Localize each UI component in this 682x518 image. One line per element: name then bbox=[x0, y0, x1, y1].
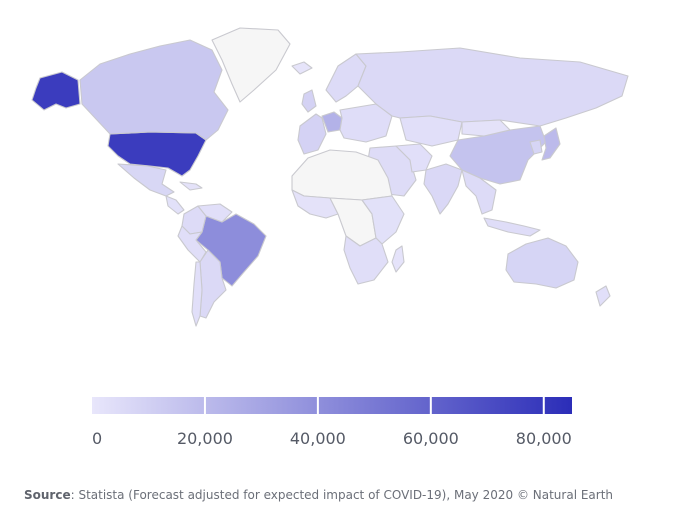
color-legend: 0 20,000 40,000 60,000 80,000 bbox=[92, 397, 572, 448]
region-southeast-asia[interactable] bbox=[461, 169, 497, 215]
source-label: Source bbox=[24, 488, 71, 502]
legend-tick-label: 80,000 bbox=[516, 429, 572, 448]
region-canada[interactable] bbox=[79, 39, 229, 141]
source-note: Source: Statista (Forecast adjusted for … bbox=[24, 488, 682, 502]
region-chile[interactable] bbox=[191, 261, 203, 327]
legend-ticks: 0 20,000 40,000 60,000 80,000 bbox=[92, 397, 572, 448]
region-central-america[interactable] bbox=[165, 195, 185, 215]
region-madagascar[interactable] bbox=[391, 245, 405, 273]
region-east-africa[interactable] bbox=[361, 195, 405, 245]
legend-tick-label: 20,000 bbox=[177, 429, 233, 448]
region-united-kingdom[interactable] bbox=[301, 89, 317, 113]
region-australia[interactable] bbox=[505, 237, 579, 289]
region-mexico[interactable] bbox=[117, 163, 175, 197]
region-peru[interactable] bbox=[177, 225, 207, 263]
world-map bbox=[31, 27, 629, 327]
region-iceland[interactable] bbox=[291, 61, 313, 75]
region-alaska[interactable] bbox=[31, 71, 81, 111]
map-regions bbox=[31, 27, 629, 327]
region-southern-africa[interactable] bbox=[343, 235, 389, 285]
region-mongolia[interactable] bbox=[461, 119, 511, 137]
region-korea[interactable] bbox=[529, 139, 543, 155]
region-indonesia[interactable] bbox=[483, 217, 541, 237]
region-greenland[interactable] bbox=[211, 27, 291, 103]
source-text: : Statista (Forecast adjusted for expect… bbox=[70, 488, 614, 502]
region-western-europe[interactable] bbox=[297, 113, 327, 155]
region-new-zealand[interactable] bbox=[595, 285, 611, 307]
region-japan[interactable] bbox=[541, 127, 561, 161]
region-west-africa[interactable] bbox=[291, 189, 339, 219]
region-caribbean[interactable] bbox=[179, 181, 203, 191]
legend-tick-label: 40,000 bbox=[290, 429, 346, 448]
region-india[interactable] bbox=[423, 163, 463, 215]
legend-color-bar bbox=[92, 397, 572, 414]
legend-tick-label: 60,000 bbox=[403, 429, 459, 448]
legend-tick-label: 0 bbox=[92, 429, 102, 448]
region-venezuela[interactable] bbox=[197, 203, 233, 223]
